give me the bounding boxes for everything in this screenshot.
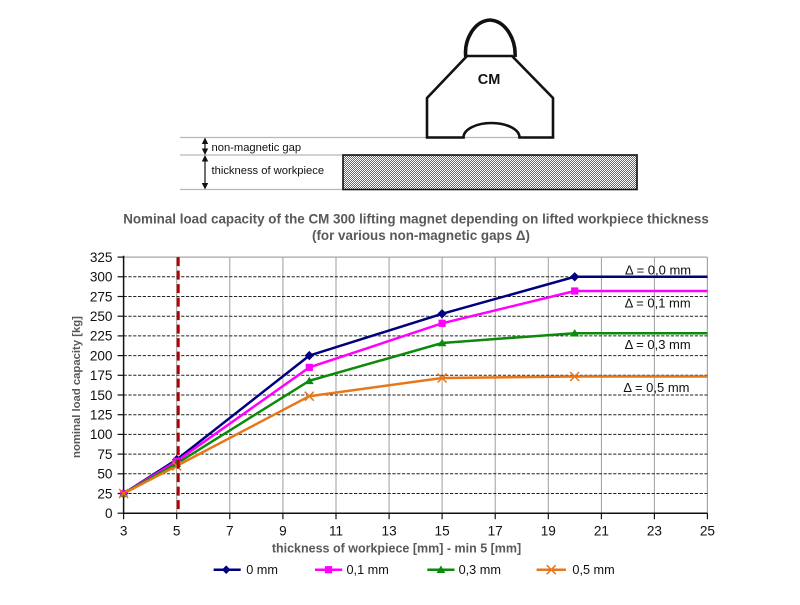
svg-text:11: 11 bbox=[329, 524, 343, 539]
svg-text:Δ = 0,5 mm: Δ = 0,5 mm bbox=[623, 380, 689, 395]
svg-text:125: 125 bbox=[90, 408, 113, 423]
svg-text:Δ = 0,0 mm: Δ = 0,0 mm bbox=[625, 262, 691, 277]
svg-text:13: 13 bbox=[382, 524, 397, 539]
svg-text:175: 175 bbox=[90, 368, 113, 383]
svg-text:nominal load capacity [kg]: nominal load capacity [kg] bbox=[71, 316, 83, 458]
svg-text:50: 50 bbox=[97, 467, 113, 482]
svg-text:250: 250 bbox=[90, 309, 113, 324]
svg-text:CM: CM bbox=[478, 72, 501, 88]
svg-text:7: 7 bbox=[226, 524, 234, 539]
svg-text:25: 25 bbox=[97, 486, 112, 501]
svg-text:Δ = 0,1 mm: Δ = 0,1 mm bbox=[625, 296, 691, 311]
svg-text:Δ = 0,3 mm: Δ = 0,3 mm bbox=[625, 337, 691, 352]
svg-text:Nominal load capacity of the C: Nominal load capacity of the CM 300 lift… bbox=[123, 212, 709, 227]
svg-text:300: 300 bbox=[90, 270, 113, 285]
svg-text:100: 100 bbox=[90, 427, 113, 442]
svg-text:0 mm: 0 mm bbox=[246, 563, 278, 577]
svg-text:5: 5 bbox=[173, 524, 181, 539]
svg-text:325: 325 bbox=[90, 250, 113, 265]
svg-text:non-magnetic gap: non-magnetic gap bbox=[212, 142, 302, 154]
svg-text:9: 9 bbox=[279, 524, 287, 539]
svg-text:0,1 mm: 0,1 mm bbox=[347, 563, 389, 577]
svg-text:17: 17 bbox=[488, 524, 503, 539]
svg-text:19: 19 bbox=[541, 524, 556, 539]
svg-text:thickness of workpiece [mm] -: thickness of workpiece [mm] - min 5 [mm] bbox=[272, 542, 521, 556]
svg-text:3: 3 bbox=[120, 524, 128, 539]
svg-text:0,5 mm: 0,5 mm bbox=[572, 563, 614, 577]
svg-text:225: 225 bbox=[90, 329, 113, 344]
svg-text:0,3 mm: 0,3 mm bbox=[459, 563, 501, 577]
svg-text:thickness of workpiece: thickness of workpiece bbox=[212, 165, 325, 177]
svg-text:23: 23 bbox=[647, 524, 662, 539]
svg-text:200: 200 bbox=[90, 348, 113, 363]
svg-text:25: 25 bbox=[700, 524, 715, 539]
svg-text:21: 21 bbox=[594, 524, 609, 539]
svg-text:(for various non-magnetic gaps: (for various non-magnetic gaps Δ) bbox=[312, 228, 530, 243]
svg-text:0: 0 bbox=[105, 506, 113, 521]
svg-text:275: 275 bbox=[90, 289, 113, 304]
svg-text:75: 75 bbox=[97, 447, 112, 462]
svg-text:150: 150 bbox=[90, 388, 113, 403]
svg-text:15: 15 bbox=[435, 524, 450, 539]
